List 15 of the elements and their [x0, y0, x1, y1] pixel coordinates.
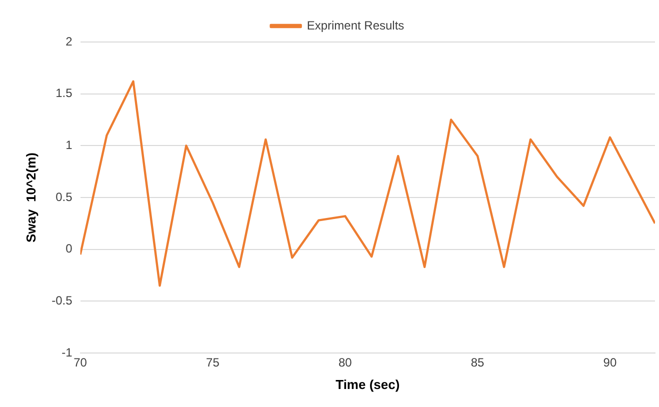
x-tick-label: 75 [206, 356, 220, 370]
y-tick-label: 0.5 [56, 190, 73, 204]
x-tick-label: 80 [338, 356, 352, 370]
y-tick-label: 0 [66, 242, 73, 256]
x-tick-label: 85 [470, 356, 485, 370]
y-tick-label: -1 [62, 345, 73, 360]
y-tick-label: 2 [66, 34, 73, 48]
y-tick-label: 1.5 [56, 86, 73, 100]
y-tick-label: 1 [66, 138, 73, 152]
y-axis-title: Sway 10^2(m) [23, 152, 38, 242]
x-tick-label: 70 [74, 356, 88, 370]
y-tick-label: -0.5 [52, 293, 73, 308]
legend-label: Expriment Results [306, 18, 404, 32]
x-axis-title: Time (sec) [336, 376, 400, 392]
x-tick-label: 90 [603, 356, 617, 370]
